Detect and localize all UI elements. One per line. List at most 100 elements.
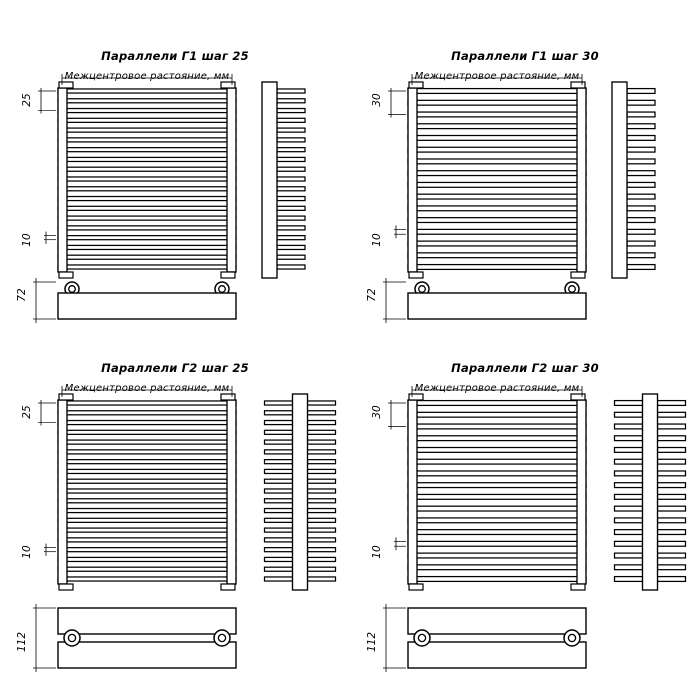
tube-bar	[57, 410, 237, 416]
tube-bar	[57, 429, 237, 435]
side-tube-right	[306, 576, 337, 582]
panel-title: Параллели Г2 шаг 30	[451, 361, 599, 375]
side-tube-right	[656, 575, 687, 583]
tube-bar	[57, 205, 237, 211]
dimension-tube-height-label: 10	[371, 545, 383, 559]
side-tube-left	[613, 564, 644, 571]
side-manifold	[641, 393, 659, 591]
dimension-step-label: 25	[21, 93, 33, 107]
tube-bar	[407, 205, 587, 212]
tube-bar	[57, 537, 237, 543]
connection-tab-top-right	[570, 393, 586, 401]
connection-port-right-inner	[567, 633, 577, 643]
connection-tab-bottom-left	[408, 583, 424, 591]
panel-title: Параллели Г1 шаг 30	[451, 49, 599, 63]
side-tube-left	[263, 517, 294, 523]
tube-bar	[57, 88, 237, 94]
panel-title: Параллели Г2 шаг 25	[101, 361, 249, 375]
side-tube-left	[263, 498, 294, 504]
tube-bar	[57, 127, 237, 133]
tube-bar	[57, 166, 237, 172]
tube-bar	[57, 244, 237, 251]
side-tube-right	[306, 459, 337, 465]
tube-bar	[57, 459, 237, 465]
dimension-tube-height-label: 10	[21, 233, 33, 247]
connection-tab-bottom-right	[570, 271, 586, 279]
tube-bar	[57, 254, 237, 260]
side-tube-right	[306, 419, 337, 426]
side-tube-right	[306, 498, 337, 504]
dimension-group: 30 10 112	[366, 386, 583, 672]
tube-bar	[407, 482, 587, 489]
side-tube-left	[263, 537, 294, 543]
front-view	[57, 81, 237, 279]
panel-subtitle: Межцентровое растояние, мм	[415, 383, 580, 394]
side-tube	[626, 99, 656, 106]
side-tube-left	[613, 517, 644, 524]
bottom-view	[407, 607, 587, 669]
side-tube-right	[656, 411, 687, 418]
connection-tab-top-right	[220, 393, 236, 401]
side-tube-right	[656, 423, 687, 430]
connection-tab-bottom-left	[58, 583, 74, 591]
side-tube	[626, 134, 656, 141]
connection-tab-top-left	[408, 81, 424, 89]
side-tube-left	[613, 552, 644, 559]
tube-bar	[57, 419, 237, 426]
side-tube-left	[263, 468, 294, 475]
manifold-right	[576, 87, 587, 273]
tube-bar	[57, 527, 237, 533]
side-tube-left	[263, 547, 294, 553]
side-tube	[626, 228, 656, 235]
side-tube	[626, 123, 656, 130]
dimension-group: 30 10 72	[366, 74, 583, 323]
side-tube	[276, 156, 306, 163]
side-tube-left	[613, 411, 644, 418]
manifold-left	[57, 399, 68, 585]
tube-bar	[57, 235, 237, 241]
side-tube-right	[656, 517, 687, 524]
side-tube	[276, 195, 306, 202]
side-tube-left	[263, 566, 294, 572]
panel-subtitle: Межцентровое растояние, мм	[65, 71, 230, 82]
side-tube	[276, 264, 306, 270]
tube-bar	[57, 498, 237, 504]
side-tube-left	[613, 423, 644, 430]
connection-port-left-inner	[67, 633, 77, 643]
side-tube-right	[306, 439, 337, 445]
side-view	[611, 81, 656, 279]
side-tube-left	[613, 482, 644, 489]
tube-bar	[407, 263, 587, 271]
connection-tab-top-left	[58, 393, 74, 401]
side-tube	[276, 215, 306, 221]
tube-bar	[57, 215, 237, 221]
plan-body-upper	[407, 607, 587, 635]
connection-port-right-inner	[568, 285, 576, 293]
side-tube-right	[656, 552, 687, 559]
tube-bar	[57, 517, 237, 523]
side-tube-left	[263, 439, 294, 445]
side-tube	[276, 176, 306, 182]
side-tube	[276, 254, 306, 260]
side-tube	[276, 98, 306, 104]
side-tube	[276, 127, 306, 133]
tube-bar	[57, 547, 237, 553]
side-tube	[626, 193, 656, 200]
side-tube-right	[306, 556, 337, 563]
manifold-right	[226, 87, 237, 273]
side-tube	[626, 252, 656, 259]
front-view	[57, 393, 237, 591]
panel-title: Параллели Г1 шаг 25	[101, 49, 249, 63]
tube-bar	[407, 446, 587, 453]
side-tube-right	[656, 540, 687, 547]
tube-bar	[57, 576, 237, 582]
plan-body-lower	[57, 641, 237, 669]
side-tube-right	[306, 507, 337, 514]
dimension-depth-label: 72	[366, 288, 378, 302]
connection-port-left-inner	[417, 633, 427, 643]
side-tube	[276, 107, 306, 114]
tube-bar	[407, 458, 587, 465]
side-tube-right	[306, 537, 337, 543]
tube-bar	[407, 552, 587, 559]
